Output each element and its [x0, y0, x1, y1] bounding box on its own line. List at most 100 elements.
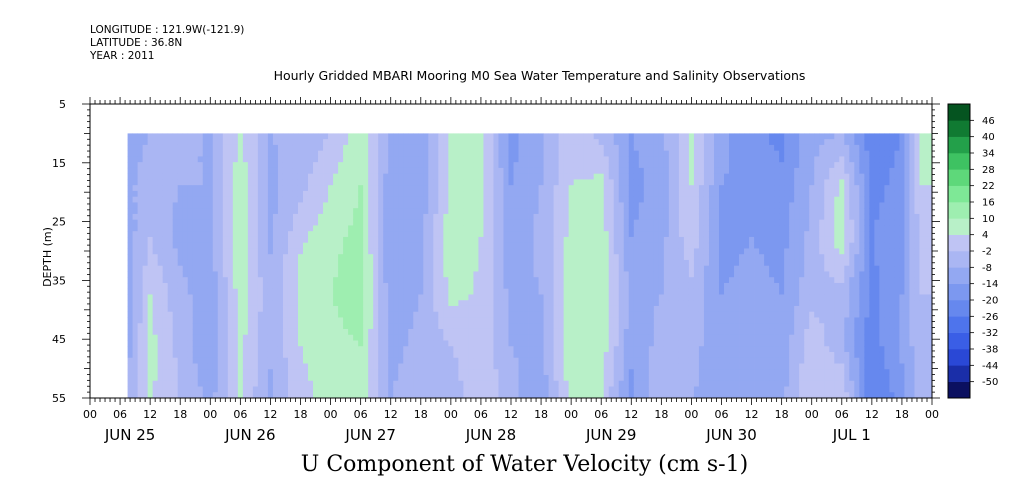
heatmap-cell	[232, 346, 239, 353]
heatmap-cell	[212, 208, 219, 215]
heatmap-cell	[222, 167, 229, 175]
heatmap-cell	[157, 179, 164, 186]
heatmap-cell	[292, 254, 299, 261]
heatmap-cell	[613, 219, 620, 226]
heatmap-cell	[318, 236, 324, 244]
heatmap-cell	[378, 300, 384, 307]
heatmap-cell	[378, 317, 384, 324]
heatmap-cell	[493, 219, 499, 226]
heatmap-cell	[282, 357, 289, 364]
heatmap-cell	[177, 254, 184, 261]
heatmap-cell	[408, 259, 414, 267]
heatmap-cell	[408, 357, 414, 364]
heatmap-cell	[202, 363, 209, 370]
heatmap-cell	[658, 219, 665, 226]
heatmap-cell	[182, 323, 189, 330]
heatmap-cell	[132, 150, 139, 157]
heatmap-cell	[653, 208, 660, 215]
heatmap-cell	[558, 231, 565, 238]
heatmap-cell	[287, 231, 294, 238]
heatmap-cell	[558, 380, 565, 387]
heatmap-cell	[473, 305, 479, 313]
heatmap-cell	[618, 277, 625, 284]
heatmap-cell	[513, 305, 519, 313]
heatmap-cell	[613, 351, 620, 359]
heatmap-cell	[633, 380, 640, 387]
heatmap-cell	[498, 139, 504, 146]
heatmap-cell	[282, 300, 289, 307]
heatmap-cell	[242, 190, 249, 198]
heatmap-cell	[648, 351, 655, 359]
heatmap-cell	[207, 369, 214, 376]
heatmap-cell	[237, 317, 244, 324]
heatmap-cell	[508, 369, 514, 376]
heatmap-cell	[227, 380, 234, 387]
heatmap-cell	[548, 363, 554, 370]
heatmap-cell	[578, 242, 585, 249]
heatmap-cell	[428, 179, 434, 186]
heatmap-cell	[252, 162, 259, 169]
heatmap-cell	[598, 271, 605, 278]
heatmap-cell	[167, 185, 174, 192]
heatmap-cell	[658, 317, 665, 324]
heatmap-cell	[583, 334, 590, 341]
heatmap-cell	[648, 317, 655, 324]
heatmap-cell	[448, 271, 454, 278]
heatmap-cell	[257, 156, 264, 163]
heatmap-cell	[413, 288, 419, 295]
heatmap-cell	[608, 144, 615, 152]
heatmap-cell	[192, 213, 199, 221]
heatmap-cell	[423, 254, 429, 261]
heatmap-cell	[247, 328, 254, 336]
heatmap-cell	[157, 259, 164, 267]
heatmap-cell	[132, 162, 139, 169]
heatmap-cell	[262, 219, 269, 226]
heatmap-cell	[237, 265, 244, 272]
heatmap-cell	[368, 369, 374, 376]
heatmap-cell	[197, 150, 204, 157]
heatmap-cell	[217, 386, 224, 393]
heatmap-cell	[598, 317, 605, 324]
heatmap-cell	[313, 162, 319, 169]
heatmap-cell	[237, 294, 244, 301]
heatmap-cell	[423, 202, 429, 209]
heatmap-cell	[142, 346, 149, 353]
heatmap-cell	[413, 248, 419, 255]
heatmap-cell	[328, 317, 334, 324]
heatmap-cell	[257, 334, 264, 341]
heatmap-cell	[498, 259, 504, 267]
heatmap-cell	[593, 202, 600, 209]
heatmap-cell	[403, 380, 409, 387]
heatmap-cell	[423, 386, 429, 393]
heatmap-cell	[558, 196, 565, 203]
heatmap-cell	[383, 185, 389, 192]
heatmap-cell	[483, 386, 489, 393]
heatmap-cell	[328, 351, 334, 359]
heatmap-cell	[553, 167, 560, 175]
heatmap-cell	[403, 179, 409, 186]
heatmap-cell	[222, 139, 229, 146]
heatmap-cell	[503, 392, 509, 399]
heatmap-cell	[448, 179, 454, 186]
heatmap-cell	[292, 133, 299, 140]
heatmap-cell	[142, 167, 149, 175]
heatmap-cell	[423, 271, 429, 278]
heatmap-cell	[318, 357, 324, 364]
heatmap-cell	[488, 219, 494, 226]
heatmap-cell	[418, 340, 424, 347]
heatmap-cell	[232, 150, 239, 157]
heatmap-cell	[643, 363, 650, 370]
heatmap-cell	[408, 346, 414, 353]
heatmap-cell	[237, 156, 244, 163]
heatmap-cell	[267, 185, 274, 192]
heatmap-cell	[643, 133, 650, 140]
heatmap-cell	[187, 225, 194, 232]
heatmap-cell	[137, 242, 144, 249]
heatmap-cell	[197, 317, 204, 324]
heatmap-cell	[553, 248, 560, 255]
heatmap-cell	[528, 294, 534, 301]
heatmap-cell	[598, 374, 605, 382]
heatmap-cell	[483, 173, 489, 180]
heatmap-cell	[548, 346, 554, 353]
heatmap-cell	[242, 380, 249, 387]
